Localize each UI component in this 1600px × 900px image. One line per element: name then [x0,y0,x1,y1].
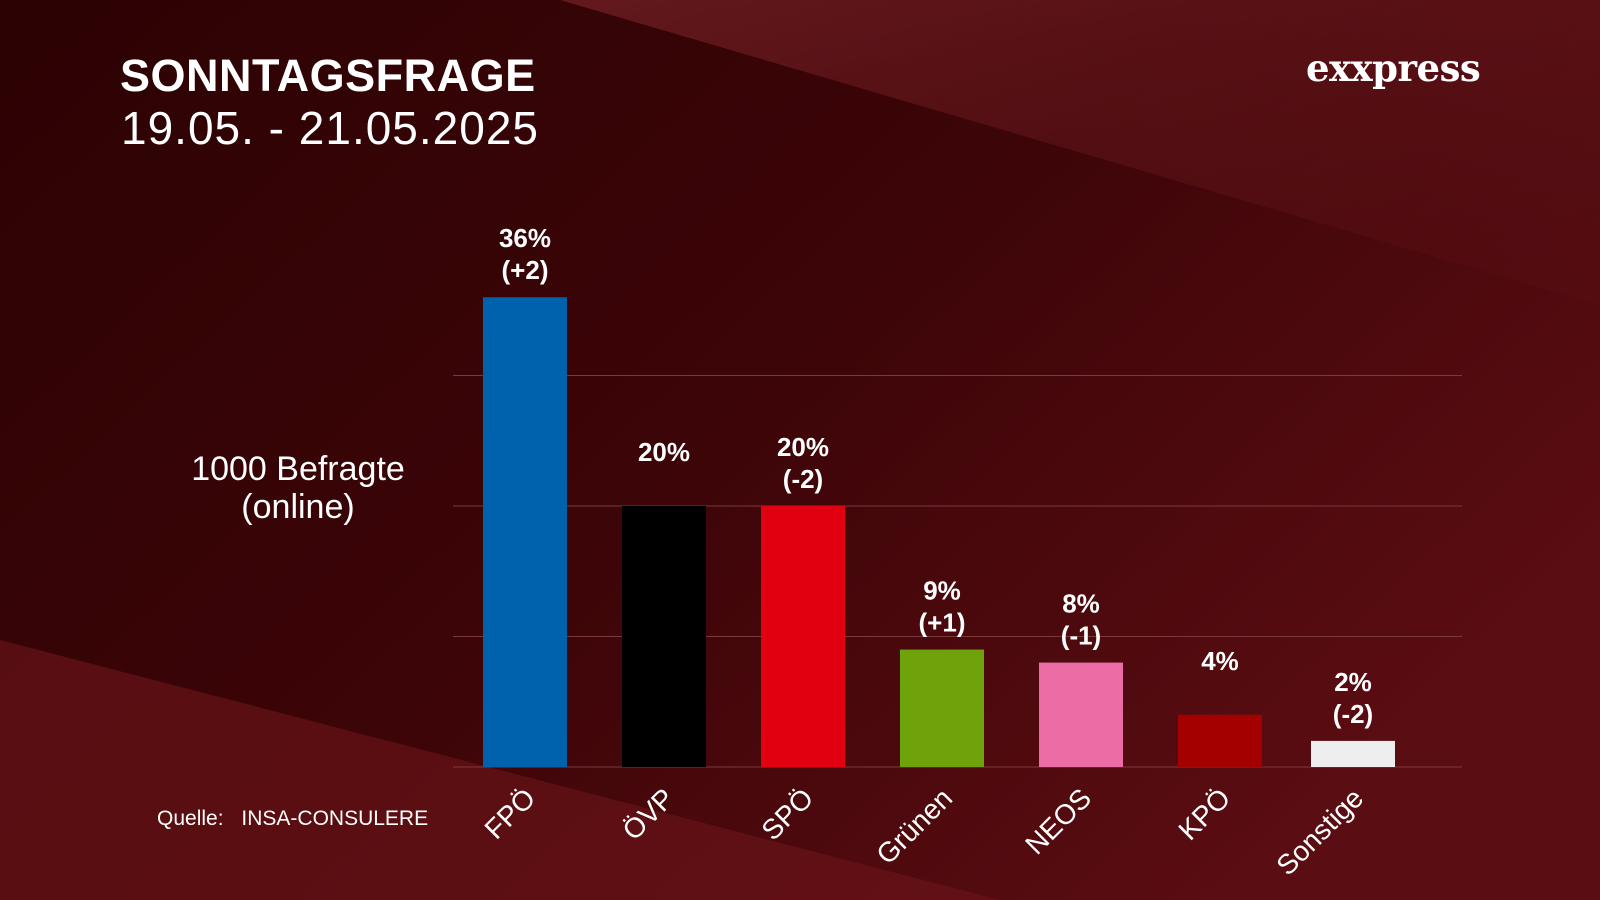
value-label: 2% [1334,667,1372,697]
bottom-left-light-band [0,640,1000,900]
category-label: Sonstige [1270,782,1369,881]
category-label: ÖVP [617,782,681,846]
change-label: (+1) [919,608,966,638]
top-right-light-band [560,0,1600,305]
bar-sp [761,506,845,767]
bar-fp [483,297,567,767]
sample-size-text: 1000 Befragte [191,450,405,488]
source-line: Quelle: INSA-CONSULERE [157,806,428,832]
change-label: (-2) [1333,699,1373,729]
page-title: SONNTAGSFRAGE [120,50,536,101]
change-label: (-1) [1061,621,1101,651]
category-label: KPÖ [1173,782,1237,846]
bar-kp [1178,714,1262,767]
category-label: SPÖ [756,782,820,846]
category-label: NEOS [1019,782,1097,860]
source-label: Quelle: [157,807,224,830]
value-label: 9% [923,576,961,606]
value-label: 4% [1201,646,1239,676]
exxpress-logo: exxpress [1306,46,1481,90]
source-value: INSA-CONSULERE [241,807,429,830]
value-label: 36% [499,223,551,253]
change-label: (+2) [502,255,549,285]
category-label: Grünen [870,782,958,870]
bar-sonstige [1311,740,1395,767]
bar-vp [622,506,706,767]
bar-neos [1039,662,1123,767]
date-range: 19.05. - 21.05.2025 [121,102,539,154]
value-label: 20% [638,437,690,467]
change-label: (-2) [783,464,823,494]
value-label: 20% [777,432,829,462]
sample-note: 1000 Befragte (online) [150,450,446,526]
sample-method-text: (online) [241,488,355,526]
category-label: FPÖ [479,782,542,845]
value-label: 8% [1062,589,1100,619]
bar-grnen [900,649,984,767]
